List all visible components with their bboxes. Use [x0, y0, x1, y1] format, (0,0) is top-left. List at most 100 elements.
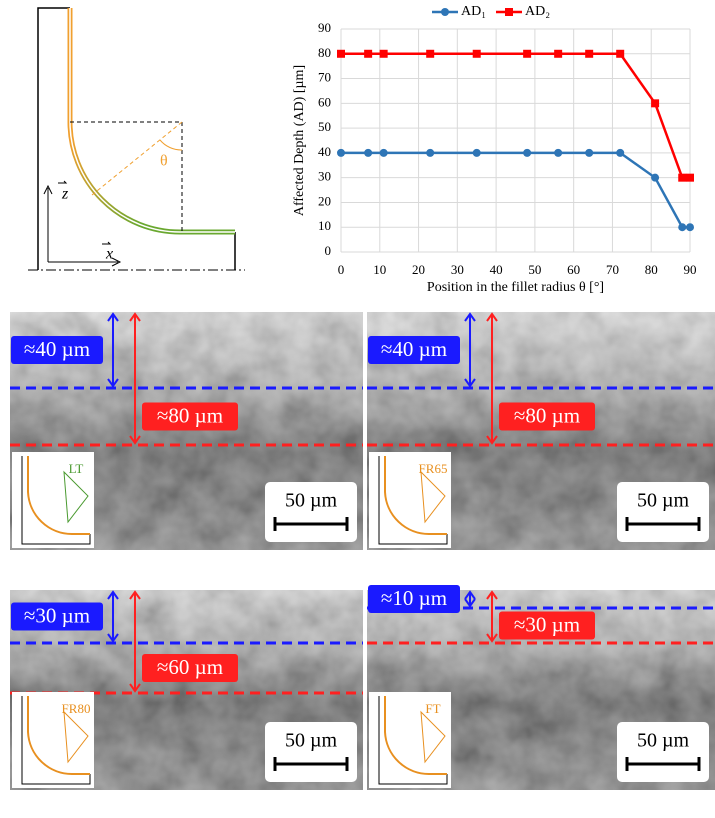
inset-outline	[378, 456, 448, 545]
data-point	[364, 49, 373, 58]
scale-label: 50 µm	[637, 490, 690, 512]
chart: 0 10 20 30 40 50 60 70 80 90 0 10 20 30 40 50 60 70 80 90 Po…	[292, 4, 696, 295]
x-tick-label: 0	[338, 262, 345, 277]
data-point	[651, 173, 660, 182]
data-point	[585, 49, 594, 58]
legend-marker	[505, 8, 513, 16]
image-sky	[10, 305, 363, 312]
inset-probe	[420, 710, 446, 764]
ad1-label: ≈40 µm	[381, 337, 447, 361]
ad1-label: ≈30 µm	[24, 603, 90, 627]
ad1-box	[11, 336, 103, 364]
ad1-box	[11, 602, 103, 631]
ad2-box	[142, 654, 238, 682]
inset-fillet	[384, 696, 447, 776]
x-tick-label: 60	[567, 262, 580, 277]
legend-label: AD₂	[525, 4, 550, 19]
data-point	[337, 49, 345, 58]
legend-marker	[441, 8, 449, 16]
ad2-label: ≈60 µm	[157, 655, 223, 679]
data-point	[472, 148, 481, 157]
y-tick-label: 20	[318, 193, 331, 208]
inset-fillet	[27, 456, 90, 536]
inset-label: FR65	[419, 461, 448, 476]
fillet-surface	[67, 8, 235, 235]
y-tick-label: 60	[318, 94, 331, 109]
y-tick-label: 10	[318, 218, 331, 233]
x-tick-label: 40	[490, 262, 503, 277]
data-point	[426, 49, 435, 58]
ad1-arrow	[107, 312, 119, 388]
micrograph: ≈40 µm ≈80 µm FR65 50 µm	[367, 305, 715, 550]
ad1-label: ≈10 µm	[381, 586, 447, 610]
inset-outline	[21, 696, 91, 785]
scale-box	[265, 722, 357, 782]
inset-fillet	[384, 456, 447, 536]
scale-label: 50 µm	[637, 730, 690, 752]
inset-label: LT	[69, 461, 84, 476]
inset-probe	[63, 710, 89, 764]
ad1-box	[368, 336, 460, 364]
series-line	[341, 52, 690, 179]
data-point	[379, 148, 388, 157]
micrograph: ≈30 µm ≈60 µm FR80 50 µm	[10, 572, 363, 790]
inset-probe	[420, 470, 446, 524]
inset-probe	[63, 470, 89, 524]
x-tick-label: 80	[645, 262, 658, 277]
ad2-arrow	[486, 590, 498, 643]
ad1-arrow	[107, 590, 119, 643]
inset-outline	[21, 456, 91, 545]
theta-label: θ	[160, 153, 168, 170]
data-point	[616, 49, 625, 58]
data-point	[523, 148, 532, 157]
data-point	[379, 49, 388, 58]
data-point	[686, 223, 694, 232]
data-point	[585, 148, 594, 157]
inset-box	[12, 452, 94, 548]
fillet-surface	[69, 8, 235, 233]
inset-fillet	[27, 696, 90, 776]
ad2-label: ≈30 µm	[514, 612, 580, 636]
ad2-arrow	[129, 312, 141, 445]
y-tick-label: 90	[318, 20, 331, 35]
ad2-label: ≈80 µm	[514, 403, 580, 427]
series-line	[341, 151, 690, 229]
ad1-arrow	[464, 590, 476, 608]
ad1-label: ≈40 µm	[24, 337, 90, 361]
scale-box	[265, 482, 357, 542]
scale-label: 50 µm	[285, 490, 338, 512]
data-point	[651, 99, 660, 108]
legend-label: AD₁	[461, 4, 486, 19]
y-tick-label: 50	[318, 119, 331, 134]
x-tick-label: 10	[373, 262, 386, 277]
data-point	[678, 173, 687, 182]
data-point	[364, 148, 373, 157]
inset-label: FT	[425, 701, 440, 716]
scale-box	[617, 722, 709, 782]
z-label: z	[61, 186, 69, 203]
data-point	[523, 49, 532, 58]
radius-line	[91, 121, 183, 196]
y-axis-title: Affected Depth (AD) [µm]	[292, 65, 307, 216]
outline	[37, 7, 70, 270]
data-point	[426, 148, 435, 157]
x-axis-title: Position in the fillet radius θ [°]	[427, 280, 604, 295]
data-point	[472, 49, 481, 58]
ad2-box	[499, 611, 595, 640]
ad2-arrow	[486, 312, 498, 445]
y-tick-label: 0	[325, 243, 332, 258]
x-tick-label: 30	[451, 262, 464, 277]
ad1-arrow	[464, 312, 476, 388]
x-tick-label: 20	[412, 262, 425, 277]
inset-label: FR80	[62, 701, 91, 716]
inset-box	[12, 692, 94, 788]
data-point	[678, 223, 687, 232]
x-label: x	[105, 246, 113, 263]
x-tick-label: 70	[606, 262, 619, 277]
image-sky	[367, 305, 715, 312]
axes-arrows	[43, 184, 122, 267]
ad2-box	[499, 402, 595, 431]
angle-arc	[159, 139, 183, 151]
